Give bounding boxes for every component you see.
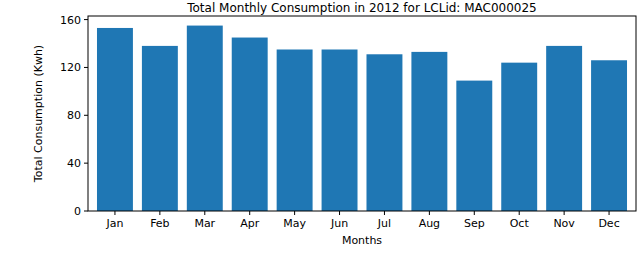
x-tick-label: Apr <box>240 217 260 230</box>
bar <box>142 46 178 211</box>
x-tick-label: Nov <box>553 217 575 230</box>
bar <box>411 52 447 211</box>
y-tick <box>84 163 88 164</box>
x-tick-label: Mar <box>194 217 215 230</box>
bar <box>322 49 358 211</box>
y-tick-label: 80 <box>67 109 81 122</box>
x-tick <box>564 211 565 215</box>
y-tick <box>84 211 88 212</box>
x-tick <box>114 211 115 215</box>
bar <box>546 46 582 211</box>
x-tick-label: Aug <box>419 217 440 230</box>
y-tick-label: 160 <box>60 14 81 27</box>
title: Total Monthly Consumption in 2012 for LC… <box>186 1 537 15</box>
y-tick-label: 0 <box>74 205 81 218</box>
x-tick-label: Oct <box>510 217 530 230</box>
x-tick-label: Jul <box>377 217 391 230</box>
x-tick-label: Sep <box>464 217 485 230</box>
bar <box>591 60 627 211</box>
y-tick-label: 40 <box>67 157 81 170</box>
bar <box>187 26 223 211</box>
x-tick <box>159 211 160 215</box>
y-axis-label: Total Consumption (Kwh) <box>32 45 45 183</box>
bar <box>456 81 492 211</box>
y-tick-label: 120 <box>60 61 81 74</box>
bars <box>97 26 627 211</box>
bar <box>277 49 313 211</box>
x-axis-label: Months <box>342 234 382 247</box>
bar <box>97 28 133 211</box>
x-tick-label: May <box>283 217 306 230</box>
x-tick <box>429 211 430 215</box>
x-tick <box>204 211 205 215</box>
y-tick <box>84 67 88 68</box>
x-tick <box>339 211 340 215</box>
y-tick <box>84 19 88 20</box>
x-tick <box>384 211 385 215</box>
bar <box>366 54 402 211</box>
x-tick-label: Dec <box>598 217 619 230</box>
x-tick <box>609 211 610 215</box>
x-tick <box>249 211 250 215</box>
plot-frame <box>88 16 636 211</box>
x-tick-label: Jun <box>330 217 348 230</box>
bar <box>501 63 537 211</box>
x-tick <box>474 211 475 215</box>
x-tick <box>294 211 295 215</box>
bar <box>232 38 268 211</box>
y-tick <box>84 115 88 116</box>
x-tick-label: Jan <box>105 217 123 230</box>
x-tick-label: Feb <box>150 217 169 230</box>
x-tick <box>519 211 520 215</box>
chart: 0 40 80 120 160 Jan Feb Mar Apr May Jun Jul Aug Sep Oc… <box>0 0 640 270</box>
